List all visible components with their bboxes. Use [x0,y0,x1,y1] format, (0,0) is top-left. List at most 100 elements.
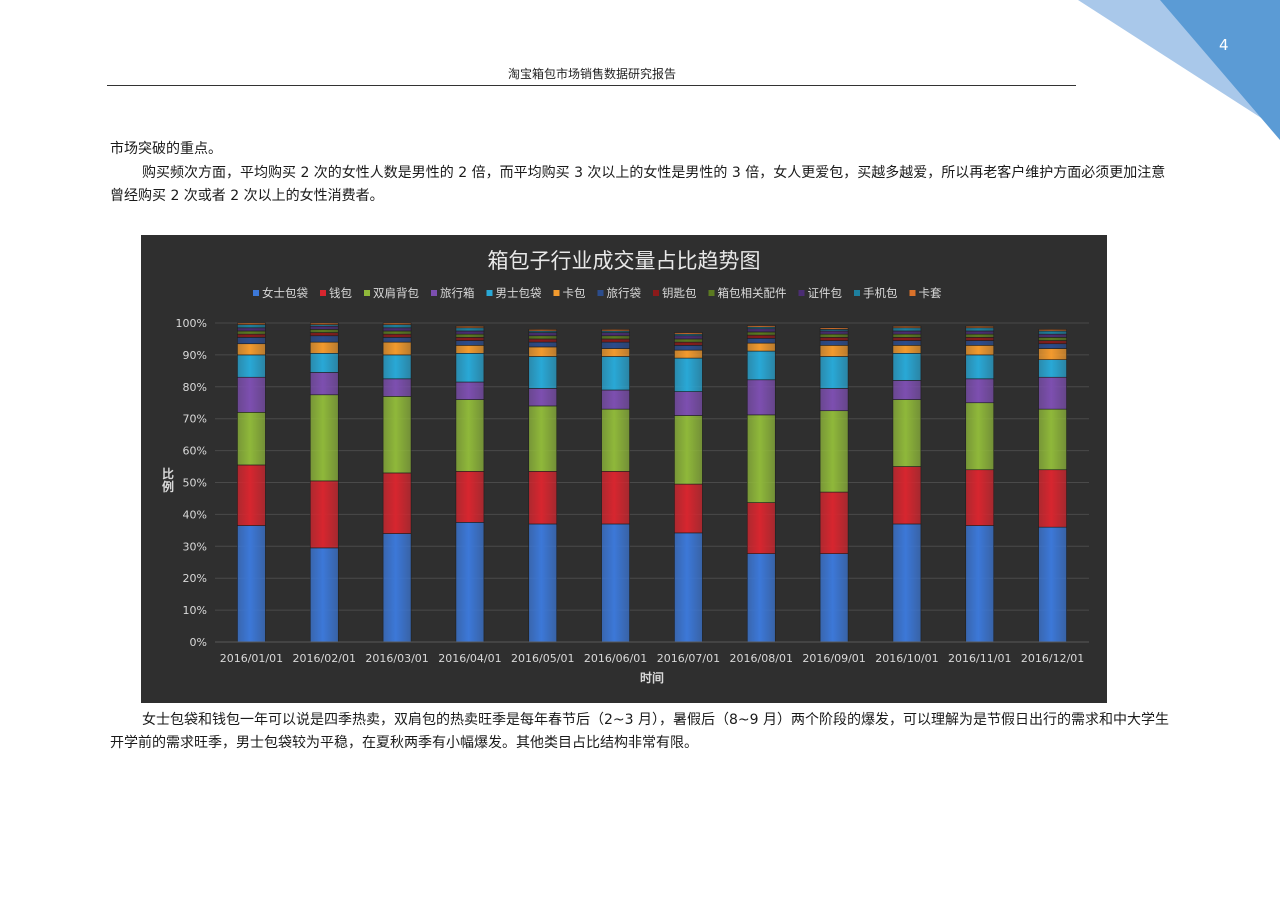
category-share-chart: 箱包子行业成交量占比趋势图 女士包袋 钱包 双肩背包 旅行箱 男士包袋 卡包 旅行袋 钥匙包 箱包… [141,235,1107,703]
bar-segment [528,332,558,337]
x-tick-label: 2016/05/01 [511,652,574,665]
bar-segment [892,325,922,329]
bar-segment [1038,348,1067,360]
x-tick-label: 2016/11/01 [948,652,1011,665]
bar-segment [819,388,849,412]
bar-segment [1038,359,1067,378]
bar-segment [1038,343,1067,349]
legend-label: 卡套 [919,286,942,300]
bar-segment [382,472,412,534]
bar-segment [455,353,485,383]
bar-segment [309,372,339,396]
bar-segment [528,356,558,389]
bar-segment [892,399,922,467]
bar-segment [382,341,412,356]
bar-segment [892,327,922,332]
bar-segment [382,533,412,643]
legend-swatch [553,290,560,296]
bar-segment [892,466,922,525]
bar-segment [237,525,266,643]
bar-segment [819,356,849,389]
bar-segment [237,343,266,356]
y-tick-label: 50% [183,477,207,490]
x-tick-label: 2016/02/01 [293,652,356,665]
bar-segment [892,340,922,346]
x-tick-label: 2016/10/01 [875,652,938,665]
bar-segment [674,341,703,346]
y-tick-label: 40% [183,508,207,521]
legend-swatch [854,290,860,296]
bar-segment [455,381,485,400]
bar-segment [601,329,630,332]
bar-segment [601,408,630,472]
bar-segment [382,324,412,329]
bar-segment [455,399,485,472]
bar-segment [237,354,266,378]
x-tick-label: 2016/07/01 [657,652,720,665]
bar-segment [819,330,849,335]
bar-segment [674,338,703,343]
bar-segment [528,341,558,348]
bar-segment [309,325,339,330]
x-tick-label: 2016/06/01 [584,652,647,665]
bar-segment [382,333,412,338]
bar-segment [382,354,412,380]
bar-segment [237,333,266,338]
bar-segment [819,491,849,554]
bar-segment [892,330,922,335]
bar-segment [746,334,776,339]
bar-segment [1038,337,1067,341]
x-tick-label: 2016/01/01 [220,652,283,665]
intro-tail-paragraph: 市场突破的重点。 [110,141,222,157]
bar-segment [601,341,630,349]
bar-segment [601,332,630,337]
bar-segment [965,345,995,356]
bar-segment [746,350,776,381]
bar-segment [528,405,558,472]
bar-segment [528,338,558,343]
bar-segment [237,327,266,332]
x-tick-label: 2016/12/01 [1021,652,1084,665]
bar-segment [674,483,703,534]
bar-segment [965,333,995,338]
bar-segment [528,523,558,643]
bar-segment [1038,330,1067,335]
bar-segment [965,337,995,341]
bar-segment [819,553,849,643]
x-tick-label: 2016/04/01 [438,652,501,665]
bar-segment [528,471,558,525]
bar-segment [892,353,922,381]
legend-label: 钥匙包 [662,286,697,300]
legend-swatch [486,290,493,296]
bar-segment [382,337,412,343]
bar-segment [1038,340,1067,345]
bar-segment [528,329,558,332]
y-tick-label: 90% [183,349,207,362]
legend-swatch [708,290,715,296]
bar-segment [309,329,339,333]
bar-segment [309,480,339,549]
bar-segment [965,330,995,335]
bar-segment [965,354,995,380]
bar-segment [455,340,485,346]
bar-segment [382,396,412,474]
bar-segment [601,338,630,343]
bar-segment [382,327,412,332]
legend-swatch [798,290,805,296]
header-divider [107,85,1076,86]
y-axis-label: 比 [162,466,174,481]
bar-segment [455,345,485,354]
legend-swatch [320,290,326,296]
legend-label: 旅行箱 [440,286,475,300]
y-tick-label: 0% [190,636,207,649]
bar-segment [965,340,995,346]
y-tick-label: 80% [183,381,207,394]
bar-segment [819,327,849,330]
bar-segment [309,332,339,337]
bar-segment [601,389,630,410]
legend-label: 双肩背包 [373,286,419,300]
bar-segment [601,335,630,340]
x-axis-label: 时间 [640,670,664,685]
legend-label: 卡包 [563,286,586,300]
bar-segment [819,337,849,341]
